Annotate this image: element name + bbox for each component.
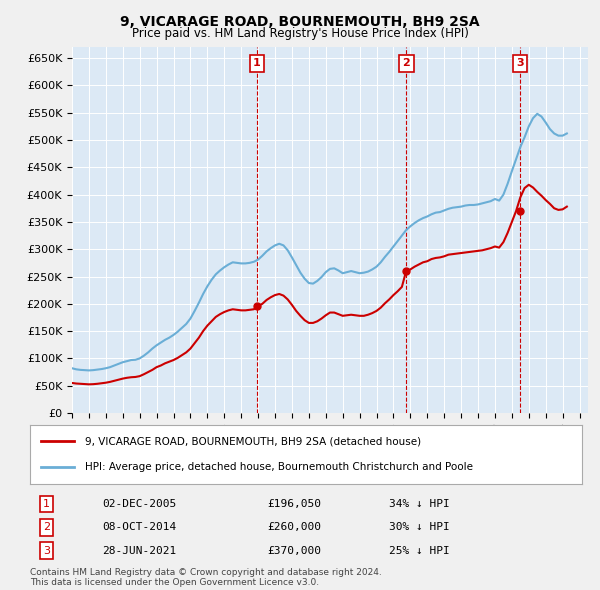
Text: 3: 3 [43,546,50,556]
Text: 2: 2 [43,522,50,532]
Text: HPI: Average price, detached house, Bournemouth Christchurch and Poole: HPI: Average price, detached house, Bour… [85,463,473,472]
Text: £196,050: £196,050 [268,499,322,509]
Text: 34% ↓ HPI: 34% ↓ HPI [389,499,449,509]
Text: 25% ↓ HPI: 25% ↓ HPI [389,546,449,556]
Text: 9, VICARAGE ROAD, BOURNEMOUTH, BH9 2SA: 9, VICARAGE ROAD, BOURNEMOUTH, BH9 2SA [120,15,480,29]
Text: £370,000: £370,000 [268,546,322,556]
Text: 3: 3 [517,58,524,68]
Text: £260,000: £260,000 [268,522,322,532]
Text: 1: 1 [43,499,50,509]
Text: 9, VICARAGE ROAD, BOURNEMOUTH, BH9 2SA (detached house): 9, VICARAGE ROAD, BOURNEMOUTH, BH9 2SA (… [85,437,421,446]
Text: 1: 1 [253,58,260,68]
Text: Contains HM Land Registry data © Crown copyright and database right 2024.: Contains HM Land Registry data © Crown c… [30,568,382,577]
Text: 08-OCT-2014: 08-OCT-2014 [102,522,176,532]
Text: 28-JUN-2021: 28-JUN-2021 [102,546,176,556]
Text: 02-DEC-2005: 02-DEC-2005 [102,499,176,509]
Text: 2: 2 [403,58,410,68]
Text: Price paid vs. HM Land Registry's House Price Index (HPI): Price paid vs. HM Land Registry's House … [131,27,469,40]
Text: 30% ↓ HPI: 30% ↓ HPI [389,522,449,532]
Text: This data is licensed under the Open Government Licence v3.0.: This data is licensed under the Open Gov… [30,578,319,587]
